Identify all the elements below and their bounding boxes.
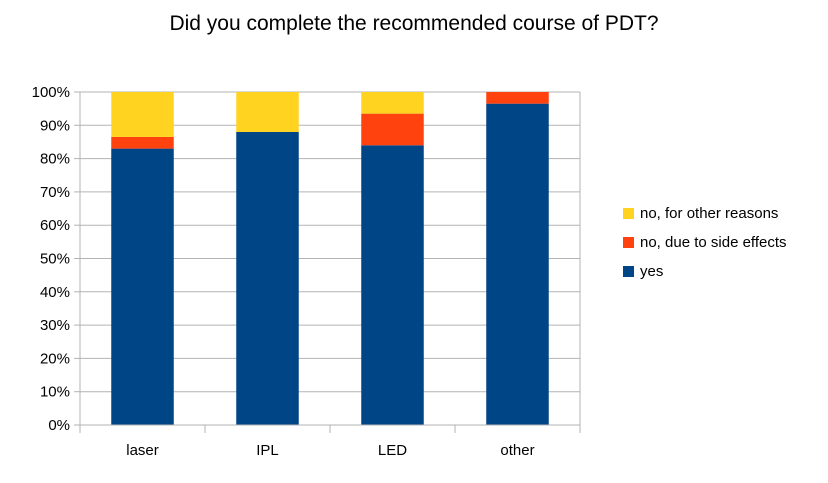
y-tick-label: 30% — [40, 317, 70, 334]
bar-segment — [236, 131, 299, 425]
legend-swatch — [623, 208, 634, 219]
y-tick-label: 40% — [40, 284, 70, 301]
axes: 0% 10% 20% 30% 40% 50% 60% 70% 80% 90% 100% laser IP… — [32, 84, 581, 459]
bar-segment — [486, 92, 549, 104]
bars — [111, 92, 549, 426]
legend-label: no, due to side effects — [640, 234, 787, 251]
bar-segment — [111, 136, 174, 149]
bar-segment — [111, 92, 174, 137]
bar-segment — [361, 92, 424, 114]
bar-segment — [236, 92, 299, 132]
bar-segment — [361, 113, 424, 146]
y-tick-label: 80% — [40, 151, 70, 168]
y-tick-label: 70% — [40, 184, 70, 201]
bar-segment — [361, 145, 424, 425]
legend-label: no, for other reasons — [640, 205, 778, 222]
y-tick-label: 50% — [40, 251, 70, 268]
y-tick-label: 10% — [40, 384, 70, 401]
y-tick-label: 20% — [40, 350, 70, 367]
y-tick-label: 60% — [40, 217, 70, 234]
y-tick-label: 100% — [32, 84, 70, 101]
bar-segment — [486, 103, 549, 425]
y-tick-label: 90% — [40, 117, 70, 134]
legend: no, for other reasons no, due to side eff… — [623, 205, 787, 280]
legend-swatch — [623, 266, 634, 277]
x-tick-label: IPL — [256, 442, 279, 459]
chart-title: Did you complete the recommended course … — [169, 12, 659, 35]
x-tick-label: laser — [126, 442, 159, 459]
legend-label: yes — [640, 263, 663, 280]
x-tick-label: LED — [378, 442, 407, 459]
y-tick-label: 0% — [48, 417, 70, 434]
bar-segment — [111, 148, 174, 426]
x-tick-label: other — [500, 442, 534, 459]
legend-swatch — [623, 237, 634, 248]
